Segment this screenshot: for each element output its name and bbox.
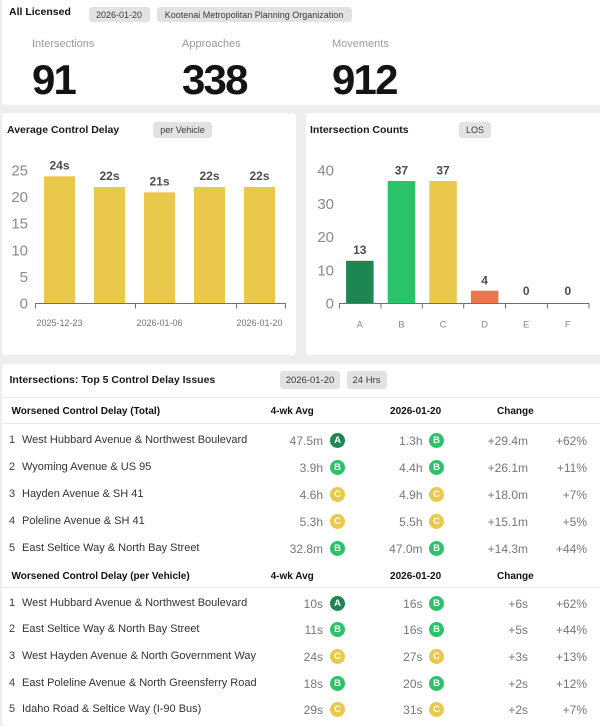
svg-text:4: 4 (481, 273, 488, 287)
svg-text:0: 0 (326, 296, 334, 313)
svg-text:2026-01-06: 2026-01-06 (136, 318, 182, 328)
svg-text:0: 0 (523, 284, 530, 298)
svg-text:10: 10 (317, 262, 334, 279)
svg-text:37: 37 (395, 164, 409, 178)
svg-text:B: B (398, 320, 404, 331)
svg-text:C: C (440, 320, 447, 331)
svg-text:2025-12-23: 2025-12-23 (36, 318, 82, 328)
svg-text:15: 15 (11, 216, 28, 233)
svg-text:0: 0 (20, 296, 28, 313)
svg-text:13: 13 (353, 243, 367, 257)
svg-text:D: D (481, 320, 488, 331)
svg-text:21s: 21s (149, 175, 169, 189)
svg-text:10: 10 (11, 242, 28, 259)
svg-text:30: 30 (317, 196, 334, 213)
svg-text:20: 20 (317, 229, 334, 246)
svg-text:F: F (565, 320, 571, 331)
svg-text:5: 5 (20, 269, 28, 286)
svg-text:22s: 22s (99, 169, 119, 183)
svg-text:40: 40 (317, 163, 334, 180)
svg-text:20: 20 (11, 189, 28, 206)
svg-text:A: A (357, 320, 364, 331)
svg-text:22s: 22s (199, 169, 219, 183)
svg-text:E: E (523, 320, 529, 331)
svg-text:2026-01-20: 2026-01-20 (236, 318, 282, 328)
svg-text:22s: 22s (249, 169, 269, 183)
svg-text:37: 37 (436, 164, 450, 178)
svg-text:24s: 24s (49, 159, 69, 173)
svg-text:25: 25 (11, 163, 28, 180)
svg-text:0: 0 (564, 284, 571, 298)
